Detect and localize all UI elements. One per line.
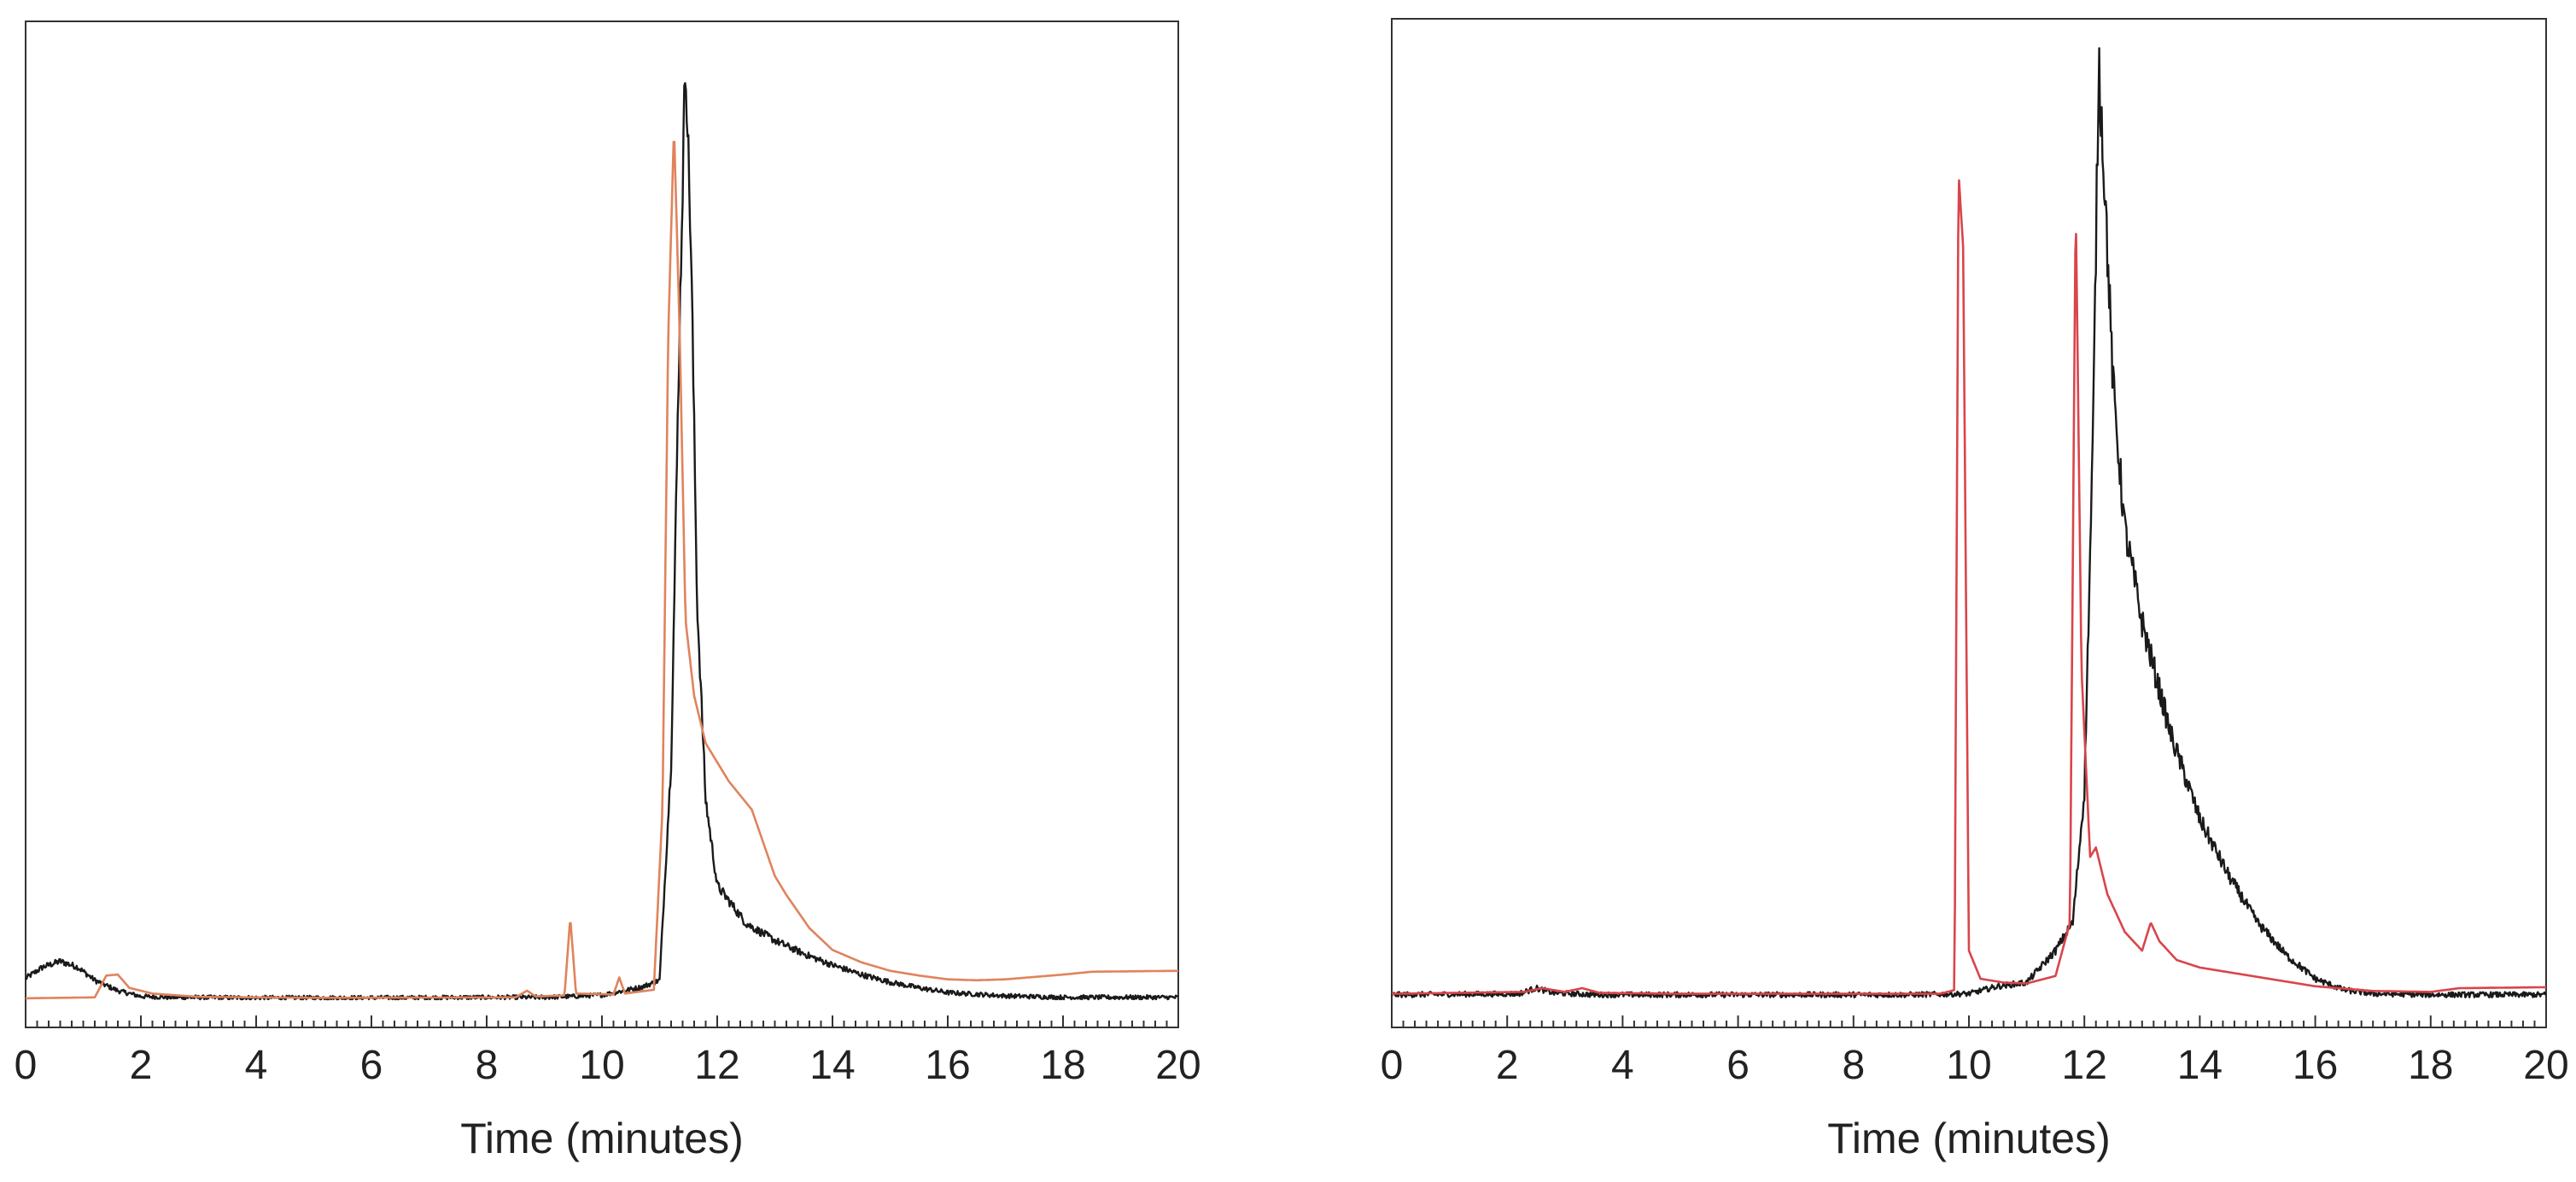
x-tick-label: 16: [2293, 1043, 2338, 1088]
x-tick-label: 2: [1496, 1043, 1519, 1088]
x-tick-label: 6: [1726, 1043, 1749, 1088]
x-tick-label: 10: [579, 1043, 624, 1088]
right-minor-ticks: [1391, 1015, 2547, 1027]
right-x-axis-title: Time (minutes): [1827, 1115, 2111, 1162]
x-tick-label: 16: [925, 1043, 970, 1088]
right-chart: 0 2 4 6 8 10 12 14 16 18 20 Time (minutes): [1381, 18, 2569, 1162]
left-x-tick-labels: 0 2 4 6 8 10 12 14 16 18 20: [15, 1043, 1201, 1088]
x-tick-label: 18: [1040, 1043, 1085, 1088]
left-x-axis-title: Time (minutes): [460, 1115, 744, 1162]
series-line-1: [1390, 47, 2547, 998]
x-tick-label: 0: [1381, 1043, 1404, 1088]
x-tick-label: 20: [2523, 1043, 2568, 1088]
left-plot-frame: [25, 20, 1179, 1028]
series-line-2: [1391, 178, 2547, 995]
x-tick-label: 20: [1155, 1043, 1200, 1088]
right-x-tick-labels: 0 2 4 6 8 10 12 14 16 18 20: [1381, 1043, 2569, 1088]
x-tick-label: 4: [245, 1043, 268, 1088]
x-tick-label: 2: [130, 1043, 153, 1088]
left-series-group: [24, 82, 1179, 1001]
x-tick-label: 8: [476, 1043, 499, 1088]
series-line-2: [25, 140, 1179, 1000]
left-minor-ticks: [25, 1015, 1179, 1027]
series-line-1: [24, 82, 1179, 1001]
x-tick-label: 0: [15, 1043, 38, 1088]
x-tick-label: 10: [1946, 1043, 1991, 1088]
x-tick-label: 8: [1842, 1043, 1865, 1088]
x-tick-label: 6: [360, 1043, 383, 1088]
right-series-group: [1390, 47, 2547, 998]
x-tick-label: 12: [694, 1043, 739, 1088]
x-tick-label: 14: [2177, 1043, 2223, 1088]
x-tick-label: 18: [2408, 1043, 2453, 1088]
x-tick-label: 12: [2062, 1043, 2107, 1088]
left-chart: 0 2 4 6 8 10 12 14 16 18 20 Time (minutes): [15, 20, 1201, 1162]
x-tick-label: 4: [1611, 1043, 1634, 1088]
x-tick-label: 14: [809, 1043, 855, 1088]
